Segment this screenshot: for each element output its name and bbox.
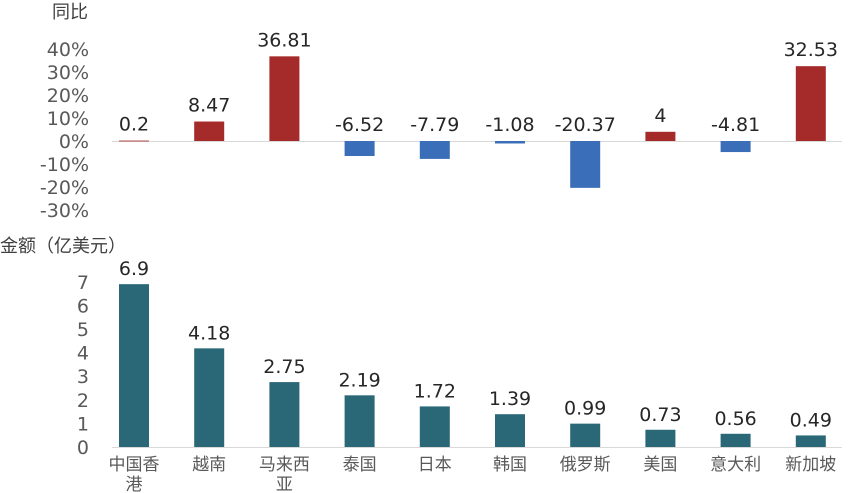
amount-bar: [269, 382, 300, 447]
amount-y-tick: 5: [77, 319, 89, 341]
amount-bars: [119, 284, 826, 447]
yoy-bar: [795, 66, 826, 141]
amount-bar: [495, 414, 525, 447]
amount-data-label: 4.18: [188, 322, 230, 344]
amount-data-label: 0.99: [564, 398, 606, 420]
yoy-bar: [194, 121, 225, 141]
amount-data-label: 6.9: [119, 258, 149, 280]
amount-y-tick: 2: [77, 390, 89, 412]
yoy-growth-chart: 同比 40%30%20%10%0%-10%-20%-30% 0.2 8.47 36.…: [40, 2, 842, 222]
amount-axis-title: 金额（亿美元）: [0, 236, 126, 257]
yoy-bar: [119, 140, 149, 142]
amount-bar: [194, 348, 225, 447]
amount-y-tick: 0: [77, 437, 89, 459]
yoy-y-tick: 0%: [59, 131, 89, 153]
yoy-axis-title: 同比: [52, 2, 88, 23]
yoy-data-label: 0.2: [119, 114, 149, 136]
amount-data-label: 1.39: [489, 388, 531, 410]
yoy-bar: [645, 131, 676, 141]
amount-bar: [419, 406, 450, 447]
category-label: 泰国: [343, 455, 377, 475]
amount-data-label: 2.75: [263, 356, 305, 378]
amount-y-tick: 7: [77, 272, 89, 294]
category-label: 亚: [276, 475, 293, 493]
category-label: 中国香: [109, 455, 160, 475]
yoy-y-tick: 40%: [47, 39, 89, 61]
yoy-y-tick: -30%: [40, 200, 89, 222]
amount-bar: [795, 435, 826, 447]
amount-y-tick: 4: [77, 343, 89, 365]
yoy-data-label: -6.52: [335, 114, 384, 136]
yoy-bar: [570, 141, 601, 188]
amount-bar: [645, 429, 676, 447]
yoy-data-label: -4.81: [711, 114, 760, 136]
yoy-data-label: -7.79: [410, 114, 459, 136]
yoy-data-label: 4: [654, 105, 666, 127]
yoy-data-label: 36.81: [257, 29, 311, 51]
yoy-bar: [495, 141, 525, 144]
yoy-y-tick: 10%: [47, 108, 89, 130]
amount-y-tick: 3: [77, 366, 89, 388]
amount-data-label: 0.56: [714, 408, 756, 430]
yoy-y-tick: 20%: [47, 85, 89, 107]
yoy-data-label: -1.08: [485, 114, 534, 136]
yoy-y-tick: 30%: [47, 62, 89, 84]
amount-data-label: 1.72: [414, 380, 456, 402]
yoy-y-tick: -20%: [40, 177, 89, 199]
yoy-bar: [344, 141, 375, 156]
category-label: 美国: [643, 455, 677, 475]
amount-data-labels: 6.9 4.18 2.75 2.19 1.72 1.39 0.99 0.73 0.56 0.49: [119, 258, 832, 431]
yoy-bar: [269, 56, 300, 141]
amount-bar: [570, 423, 601, 447]
category-label: 港: [126, 475, 143, 493]
category-label: 新加坡: [785, 455, 836, 475]
yoy-data-label: -20.37: [555, 114, 616, 136]
amount-bar: [119, 284, 149, 447]
amount-data-label: 2.19: [338, 369, 380, 391]
yoy-y-tick: -10%: [40, 154, 89, 176]
amount-bar: [344, 395, 375, 447]
yoy-data-label: 32.53: [784, 39, 838, 61]
category-label: 意大利: [710, 455, 761, 475]
yoy-bars: [119, 56, 826, 188]
yoy-data-labels: 0.2 8.47 36.81 -6.52 -7.79 -1.08 -20.37 4 -4.81 3…: [119, 29, 838, 136]
amount-data-label: 0.49: [790, 409, 832, 431]
category-label: 越南: [192, 455, 226, 475]
yoy-data-label: 8.47: [188, 95, 230, 117]
category-label: 马来西: [259, 455, 310, 475]
category-label: 俄罗斯: [560, 455, 611, 475]
yoy-y-ticks: 40%30%20%10%0%-10%-20%-30%: [40, 39, 89, 222]
yoy-bar: [720, 141, 751, 153]
amount-bar: [720, 433, 751, 447]
amount-data-label: 0.73: [639, 404, 681, 426]
category-label: 日本: [418, 455, 452, 475]
amount-y-tick: 1: [77, 413, 89, 435]
category-label: 韩国: [493, 455, 527, 475]
yoy-bar: [419, 141, 450, 159]
amount-y-tick: 6: [77, 295, 89, 317]
